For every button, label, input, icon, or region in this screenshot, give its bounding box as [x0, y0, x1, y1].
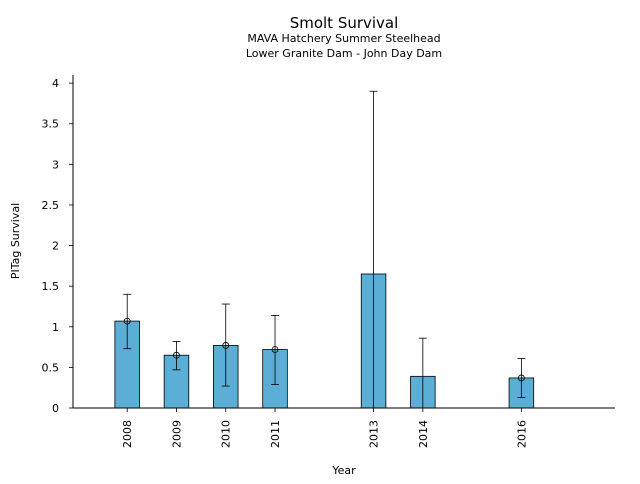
- mean-marker-2016: [517, 374, 525, 382]
- y-tick-label-1: 0.5: [42, 361, 60, 374]
- y-tick-label-2: 1: [52, 321, 59, 334]
- mean-marker-2010: [222, 342, 230, 349]
- x-tick-label-2008: 2008: [121, 420, 134, 448]
- x-tick-label-2010: 2010: [220, 420, 233, 448]
- mean-marker-2009: [173, 351, 180, 359]
- mean-marker-2008: [123, 317, 131, 325]
- y-axis-label: PITag Survival: [9, 203, 22, 279]
- plot-area: 2008 2009 2010 2011 2013 2014 2016 0 0.5 1 1.5 2 2.5…: [42, 75, 615, 448]
- chart-subtitle-line-2: Lower Granite Dam - John Day Dam: [246, 47, 442, 60]
- y-tick-label-0: 0: [52, 402, 59, 415]
- x-tick-label-2013: 2013: [368, 420, 381, 448]
- x-tick-label-2011: 2011: [269, 420, 282, 448]
- mean-marker-2011: [271, 346, 279, 353]
- chart-subtitle-line-1: MAVA Hatchery Summer Steelhead: [247, 32, 440, 45]
- x-tick-label-2014: 2014: [417, 420, 430, 448]
- y-tick-label-8: 4: [52, 77, 59, 90]
- x-tick-label-2009: 2009: [170, 420, 183, 448]
- y-tick-label-7: 3.5: [42, 118, 60, 131]
- chart-title: Smolt Survival: [290, 14, 399, 32]
- y-tick-label-4: 2: [52, 240, 59, 253]
- x-tick-label-2016: 2016: [515, 420, 528, 448]
- y-tick-label-3: 1.5: [42, 280, 60, 293]
- x-axis-label: Year: [331, 464, 356, 477]
- y-tick-label-5: 2.5: [42, 199, 60, 212]
- y-tick-label-6: 3: [52, 158, 59, 171]
